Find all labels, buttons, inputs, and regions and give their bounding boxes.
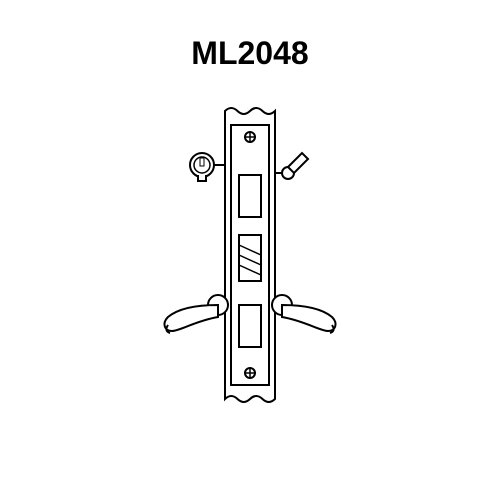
lock-diagram: [140, 95, 360, 415]
product-model-title: ML2048: [0, 35, 500, 72]
figure-container: ML2048: [0, 0, 500, 500]
lock-svg: [140, 95, 360, 415]
